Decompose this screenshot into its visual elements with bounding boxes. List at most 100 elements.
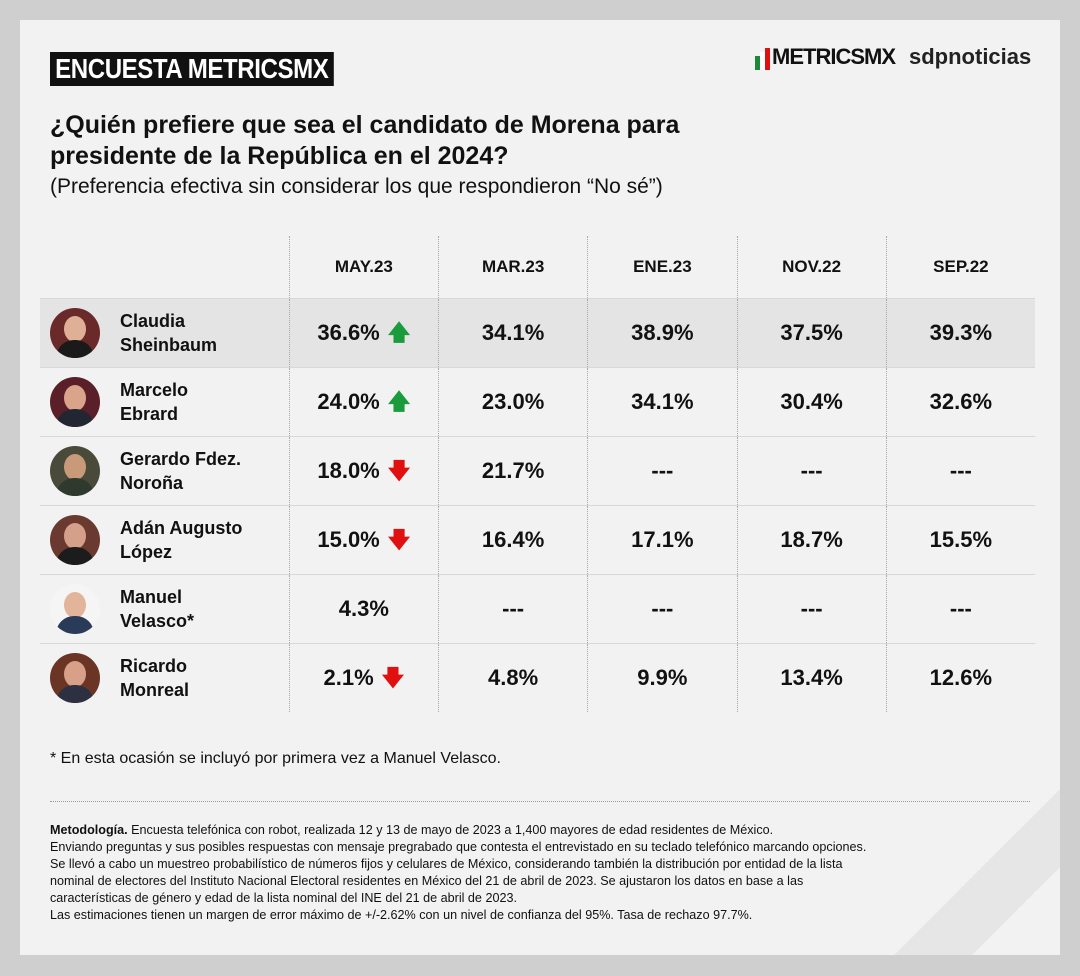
value: --- bbox=[800, 458, 823, 483]
table-row: Marcelo Ebrard 24.0% 🡅 23.0% 34.1% 30.4% 32.6% bbox=[40, 367, 1035, 436]
candidate-cell: Adán Augusto López bbox=[40, 506, 289, 574]
value-cell: 34.1% bbox=[587, 368, 736, 436]
candidate-name: Marcelo Ebrard bbox=[120, 378, 188, 426]
value-cell: 32.6% bbox=[885, 368, 1035, 436]
name-line: Ricardo bbox=[120, 656, 188, 676]
methodology-line: Las estimaciones tienen un margen de err… bbox=[50, 908, 753, 922]
methodology: Metodología. Encuesta telefónica con rob… bbox=[50, 822, 1040, 924]
page-title: ¿Quién prefiere que sea el candidato de … bbox=[50, 110, 679, 172]
value-cell: 37.5% bbox=[736, 299, 886, 367]
value: --- bbox=[800, 596, 823, 621]
value-cell: 4.3% bbox=[288, 575, 438, 643]
methodology-label: Metodología. bbox=[50, 823, 128, 837]
candidate-photo bbox=[50, 515, 100, 565]
value: 17.1% bbox=[631, 527, 694, 552]
candidate-cell: Manuel Velasco* bbox=[40, 575, 289, 643]
methodology-line: características de género y edad de la l… bbox=[50, 891, 517, 905]
candidate-name: Adán Augusto López bbox=[120, 516, 242, 564]
value-cell: 9.9% bbox=[587, 644, 736, 712]
name-line: Manuel bbox=[120, 587, 183, 607]
table-row: Adán Augusto López 15.0% 🡇 16.4% 17.1% 18.7% 15… bbox=[40, 505, 1035, 574]
candidate-photo bbox=[50, 653, 100, 703]
value-cell: 39.3% bbox=[885, 299, 1035, 367]
value: 30.4% bbox=[780, 389, 843, 414]
candidate-name: Manuel Velasco* bbox=[120, 585, 194, 633]
name-line: Sheinbaum bbox=[120, 335, 218, 355]
value: 4.3% bbox=[338, 596, 389, 621]
value: 23.0% bbox=[481, 389, 545, 414]
value: 12.6% bbox=[929, 665, 993, 690]
value: 13.4% bbox=[780, 665, 843, 690]
methodology-line: Encuesta telefónica con robot, realizada… bbox=[131, 823, 774, 837]
trend-down-arrow-icon: 🡇 bbox=[387, 527, 411, 552]
candidate-name: Claudia Sheinbaum bbox=[120, 309, 217, 357]
value: --- bbox=[651, 458, 674, 483]
survey-banner: ENCUESTA METRICSMX bbox=[50, 52, 334, 86]
infographic-card: ENCUESTA METRICSMX METRICSMX sdpnoticias… bbox=[20, 20, 1060, 955]
name-line: Monreal bbox=[120, 680, 190, 700]
trend-down-arrow-icon: 🡇 bbox=[387, 458, 411, 483]
value-cell: --- bbox=[736, 437, 886, 505]
metricsmx-logo: METRICSMX bbox=[755, 44, 896, 70]
table-row: Claudia Sheinbaum 36.6% 🡅 34.1% 38.9% 37.5% 39.… bbox=[40, 298, 1035, 367]
name-line: Gerardo Fdez. bbox=[120, 449, 242, 469]
methodology-line: Se llevó a cabo un muestreo probabilísti… bbox=[50, 857, 843, 871]
value-cell: 23.0% bbox=[438, 368, 587, 436]
value-cell: --- bbox=[587, 575, 736, 643]
methodology-line: Enviando preguntas y sus posibles respue… bbox=[50, 840, 867, 854]
name-line: Ebrard bbox=[120, 404, 179, 424]
column-header: NOV.22 bbox=[736, 236, 886, 298]
value-cell: 18.0% 🡇 bbox=[288, 437, 438, 505]
value-cell: 21.7% bbox=[438, 437, 587, 505]
column-header: SEP.22 bbox=[885, 236, 1035, 298]
title-line-1: ¿Quién prefiere que sea el candidato de … bbox=[50, 111, 680, 139]
value: --- bbox=[651, 596, 674, 621]
trend-up-arrow-icon: 🡅 bbox=[387, 389, 411, 414]
value-cell: 13.4% bbox=[736, 644, 886, 712]
title-line-2: presidente de la República en el 2024? bbox=[50, 142, 509, 170]
name-line: Claudia bbox=[120, 311, 186, 331]
value-cell: --- bbox=[438, 575, 587, 643]
value: 34.1% bbox=[481, 320, 545, 345]
value-cell: --- bbox=[587, 437, 736, 505]
sdpnoticias-logo: sdpnoticias bbox=[909, 44, 1032, 69]
value: 15.0% bbox=[317, 527, 380, 552]
methodology-line: nominal de electores del Instituto Nacio… bbox=[50, 874, 804, 888]
value: 37.5% bbox=[780, 320, 843, 345]
value: 36.6% bbox=[317, 320, 380, 345]
value-cell: --- bbox=[885, 575, 1035, 643]
footnote: * En esta ocasión se incluyó por primera… bbox=[50, 750, 501, 767]
decorative-stripe bbox=[860, 755, 1060, 955]
logos: METRICSMX sdpnoticias bbox=[755, 44, 1031, 70]
value-cell: 16.4% bbox=[438, 506, 587, 574]
candidate-cell: Claudia Sheinbaum bbox=[40, 299, 289, 367]
value: --- bbox=[502, 596, 525, 621]
name-line: Velasco* bbox=[120, 611, 195, 631]
table-row: Manuel Velasco* 4.3% --- --- --- --- bbox=[40, 574, 1035, 643]
divider bbox=[50, 801, 1030, 802]
name-line: Noroña bbox=[120, 473, 183, 493]
value-cell: 15.0% 🡇 bbox=[288, 506, 438, 574]
value: 39.3% bbox=[929, 320, 993, 345]
name-line: López bbox=[120, 542, 172, 562]
value: 21.7% bbox=[481, 458, 545, 483]
name-line: Marcelo bbox=[120, 380, 189, 400]
candidate-photo bbox=[50, 446, 100, 496]
value-cell: 17.1% bbox=[587, 506, 736, 574]
value: 9.9% bbox=[637, 665, 688, 690]
column-header: MAR.23 bbox=[438, 236, 587, 298]
value-cell: 15.5% bbox=[885, 506, 1035, 574]
column-header: ENE.23 bbox=[587, 236, 736, 298]
value: 18.0% bbox=[317, 458, 380, 483]
value: --- bbox=[949, 596, 972, 621]
value-cell: 38.9% bbox=[587, 299, 736, 367]
candidate-cell: Marcelo Ebrard bbox=[40, 368, 289, 436]
value-cell: 18.7% bbox=[736, 506, 886, 574]
trend-down-arrow-icon: 🡇 bbox=[381, 665, 405, 690]
metricsmx-text: METRICSMX bbox=[772, 44, 896, 69]
candidate-name: Gerardo Fdez. Noroña bbox=[120, 447, 241, 495]
table-row: Gerardo Fdez. Noroña 18.0% 🡇 21.7% --- --- --- bbox=[40, 436, 1035, 505]
subtitle: (Preferencia efectiva sin considerar los… bbox=[50, 175, 663, 198]
candidate-photo bbox=[50, 377, 100, 427]
value: --- bbox=[949, 458, 972, 483]
